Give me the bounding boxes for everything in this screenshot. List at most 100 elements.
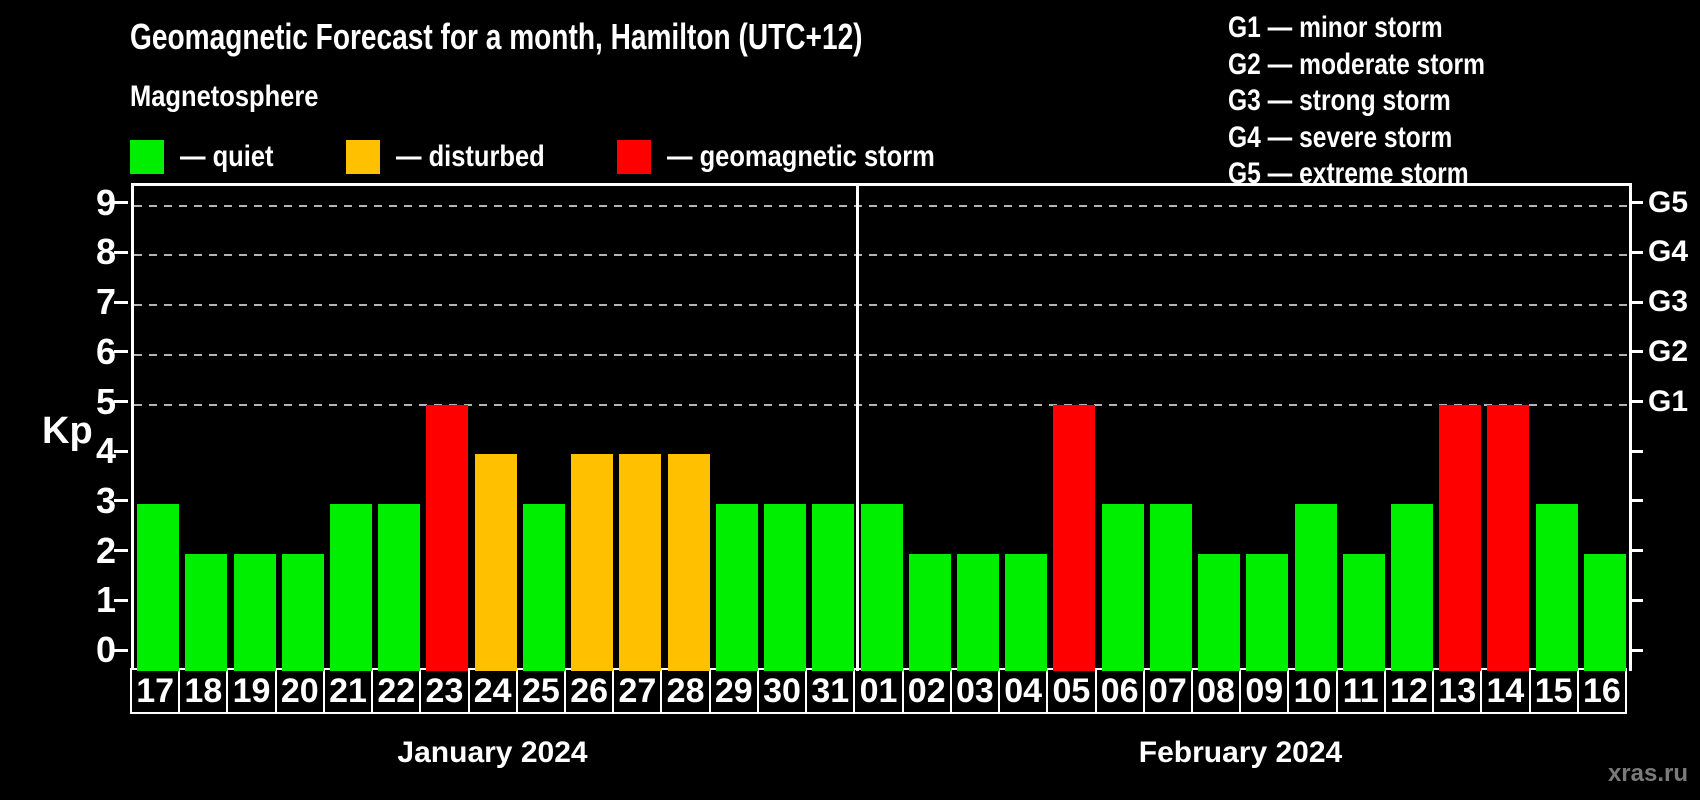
right-axis-tick-6	[1629, 350, 1643, 354]
gridline-kp-6	[134, 353, 1629, 356]
kp-bar-day-27	[619, 454, 662, 671]
right-axis-tick-8	[1629, 250, 1643, 254]
watermark: xras.ru	[1607, 760, 1688, 787]
kp-bar-day-22	[378, 503, 421, 671]
day-axis-row: 17 18 19 20 21 22 23 24 25 26 27 28 29 30 31 01 02 03 04 05…	[130, 668, 1627, 714]
legend-label-disturbed: — disturbed	[396, 140, 545, 173]
disturbed-color-swatch	[346, 140, 380, 174]
kp-bar-day-26	[571, 454, 614, 671]
y-axis-label-2: 2	[95, 529, 116, 571]
left-axis-tick-5	[114, 400, 128, 403]
kp-bar-day-05	[1053, 404, 1096, 671]
kp-bar-day-03	[956, 553, 999, 671]
day-label-31: 31	[805, 668, 856, 714]
kp-bar-day-13	[1439, 404, 1482, 671]
g-scale-axis-label-g1: G1	[1648, 384, 1689, 418]
day-label-04: 04	[998, 668, 1049, 714]
left-axis-tick-4	[114, 449, 128, 453]
left-axis-tick-6	[114, 350, 128, 354]
day-label-17: 17	[130, 668, 181, 714]
kp-bar-day-23	[426, 404, 469, 671]
day-label-07: 07	[1142, 668, 1193, 714]
gridline-kp-5	[134, 403, 1629, 406]
g-scale-axis-label-g5: G5	[1648, 185, 1689, 219]
right-axis-tick-5	[1629, 400, 1643, 403]
kp-bar-day-16	[1583, 553, 1626, 671]
legend-label-storm: — geomagnetic storm	[667, 140, 935, 173]
left-axis-tick-3	[114, 499, 128, 503]
legend-label-quiet: — quiet	[180, 140, 274, 173]
plot-area	[131, 183, 1632, 671]
kp-bar-day-08	[1198, 553, 1241, 671]
kp-bar-day-17	[137, 503, 180, 671]
day-label-19: 19	[226, 668, 277, 714]
day-label-21: 21	[322, 668, 374, 714]
kp-bar-day-21	[330, 503, 373, 671]
g-scale-axis-label-g3: G3	[1648, 285, 1689, 319]
g-scale-axis-label-g2: G2	[1648, 334, 1689, 368]
y-axis-label-7: 7	[95, 281, 116, 323]
gridline-kp-9	[134, 204, 1629, 207]
day-label-05: 05	[1046, 668, 1097, 714]
kp-bar-day-02	[908, 553, 951, 671]
day-label-03: 03	[949, 668, 1001, 714]
left-axis-tick-8	[114, 250, 128, 254]
kp-bar-day-15	[1535, 503, 1578, 671]
kp-bar-day-12	[1390, 503, 1433, 671]
left-axis-tick-7	[114, 300, 128, 304]
g-scale-legend-g1: G1 — minor storm	[1228, 11, 1443, 44]
y-axis-label-0: 0	[95, 629, 116, 670]
right-axis-tick-4	[1629, 449, 1643, 453]
day-label-22: 22	[371, 668, 422, 714]
legend-item-disturbed: — disturbed	[346, 140, 571, 174]
magnetosphere-heading: Magnetosphere	[130, 80, 352, 114]
left-axis-tick-0	[114, 648, 128, 652]
y-axis-label-6: 6	[95, 330, 116, 372]
kp-bar-day-29	[715, 503, 758, 671]
day-label-10: 10	[1287, 668, 1338, 714]
page-title-text: Geomagnetic Forecast for a month, Hamilt…	[130, 16, 863, 57]
y-axis-label-8: 8	[95, 231, 116, 273]
kp-bar-day-18	[185, 553, 228, 671]
kp-bar-day-24	[474, 454, 517, 671]
day-label-16: 16	[1576, 668, 1627, 714]
legend-item-quiet: — quiet	[130, 140, 290, 174]
day-label-26: 26	[564, 668, 615, 714]
right-axis-tick-0	[1629, 648, 1643, 652]
kp-bar-day-14	[1487, 404, 1530, 671]
g-scale-axis-label-g4: G4	[1648, 235, 1689, 269]
day-label-13: 13	[1432, 668, 1483, 714]
kp-bar-day-19	[233, 553, 276, 671]
kp-bar-day-28	[667, 454, 710, 671]
right-axis-tick-3	[1629, 499, 1643, 503]
left-axis-tick-9	[114, 201, 128, 205]
day-label-01: 01	[853, 668, 904, 714]
day-label-06: 06	[1094, 668, 1145, 714]
y-axis-label-5: 5	[95, 380, 116, 422]
day-label-12: 12	[1383, 668, 1435, 714]
storm-color-swatch	[617, 140, 651, 174]
legend-item-storm: — geomagnetic storm	[617, 140, 982, 174]
month-label-february: February 2024	[1138, 736, 1343, 769]
y-axis-label-9: 9	[95, 181, 116, 223]
day-label-20: 20	[274, 668, 325, 714]
left-axis-tick-1	[114, 598, 128, 602]
day-label-09: 09	[1239, 668, 1290, 714]
right-axis-tick-1	[1629, 598, 1643, 602]
day-label-28: 28	[660, 668, 711, 714]
day-label-08: 08	[1190, 668, 1242, 714]
g-scale-legend-g2: G2 — moderate storm	[1228, 47, 1486, 81]
day-label-29: 29	[708, 668, 759, 714]
right-axis-tick-7	[1629, 300, 1643, 304]
kp-bar-day-01	[860, 503, 903, 671]
day-label-23: 23	[419, 668, 470, 714]
day-label-18: 18	[178, 668, 229, 714]
y-axis-label-1: 1	[95, 579, 116, 621]
y-axis-label-4: 4	[95, 430, 116, 472]
kp-bar-day-25	[522, 503, 565, 671]
day-label-11: 11	[1335, 668, 1386, 714]
day-label-02: 02	[901, 668, 952, 714]
gridline-kp-7	[134, 304, 1629, 307]
kp-bar-day-30	[764, 503, 807, 671]
